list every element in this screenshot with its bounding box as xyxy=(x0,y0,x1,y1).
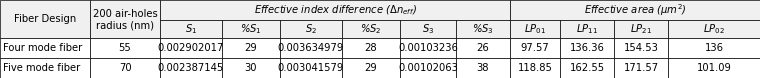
Text: $LP_{01}$: $LP_{01}$ xyxy=(524,22,546,36)
Text: %$S_1$: %$S_1$ xyxy=(240,22,262,36)
Bar xyxy=(400,20,456,38)
Bar xyxy=(614,20,668,38)
Text: 29: 29 xyxy=(365,63,378,73)
Bar xyxy=(280,20,342,38)
Text: $S_3$: $S_3$ xyxy=(422,22,434,36)
Text: 101.09: 101.09 xyxy=(697,63,731,73)
Text: 29: 29 xyxy=(245,43,258,53)
Text: 0.003041579: 0.003041579 xyxy=(278,63,344,73)
Text: 162.55: 162.55 xyxy=(569,63,604,73)
Bar xyxy=(342,38,400,58)
Text: 30: 30 xyxy=(245,63,257,73)
Text: 70: 70 xyxy=(119,63,131,73)
Bar xyxy=(668,38,760,58)
Bar xyxy=(614,58,668,78)
Bar xyxy=(400,58,456,78)
Text: %$S_2$: %$S_2$ xyxy=(360,22,382,36)
Bar xyxy=(222,20,280,38)
Text: 97.57: 97.57 xyxy=(521,43,549,53)
Bar xyxy=(90,38,160,58)
Bar xyxy=(456,58,510,78)
Text: 136: 136 xyxy=(705,43,724,53)
Text: 0.003634979: 0.003634979 xyxy=(278,43,344,53)
Bar xyxy=(222,58,280,78)
Bar xyxy=(160,20,222,38)
Bar xyxy=(510,0,760,20)
Text: %$S_3$: %$S_3$ xyxy=(472,22,494,36)
Text: $S_2$: $S_2$ xyxy=(305,22,317,36)
Bar xyxy=(160,58,222,78)
Text: 0.00103236: 0.00103236 xyxy=(398,43,458,53)
Bar xyxy=(510,58,560,78)
Text: 136.36: 136.36 xyxy=(569,43,604,53)
Text: Fiber Design: Fiber Design xyxy=(14,14,76,24)
Bar xyxy=(400,38,456,58)
Text: Five mode fiber: Five mode fiber xyxy=(3,63,81,73)
Text: 0.002902017: 0.002902017 xyxy=(158,43,224,53)
Bar xyxy=(456,38,510,58)
Bar xyxy=(560,38,614,58)
Bar xyxy=(160,0,510,20)
Text: 55: 55 xyxy=(119,43,131,53)
Text: Four mode fiber: Four mode fiber xyxy=(3,43,82,53)
Text: Effective index difference ($\Delta n_{eff}$): Effective index difference ($\Delta n_{e… xyxy=(254,3,416,17)
Bar xyxy=(614,38,668,58)
Bar xyxy=(222,38,280,58)
Bar xyxy=(668,58,760,78)
Bar xyxy=(160,38,222,58)
Text: 200 air-holes: 200 air-holes xyxy=(93,9,157,19)
Bar xyxy=(456,20,510,38)
Bar xyxy=(668,20,760,38)
Text: 0.00102063: 0.00102063 xyxy=(398,63,458,73)
Text: Effective area ($\mu m^2$): Effective area ($\mu m^2$) xyxy=(584,2,686,18)
Bar xyxy=(90,58,160,78)
Bar xyxy=(0,58,90,78)
Bar xyxy=(0,38,90,58)
Bar xyxy=(90,0,160,38)
Text: 28: 28 xyxy=(365,43,377,53)
Text: 118.85: 118.85 xyxy=(518,63,553,73)
Bar xyxy=(342,20,400,38)
Bar xyxy=(560,58,614,78)
Text: 38: 38 xyxy=(477,63,489,73)
Bar xyxy=(560,20,614,38)
Bar xyxy=(0,0,90,38)
Text: $LP_{02}$: $LP_{02}$ xyxy=(703,22,725,36)
Text: radius (nm): radius (nm) xyxy=(96,20,154,30)
Text: 26: 26 xyxy=(477,43,489,53)
Text: $S_1$: $S_1$ xyxy=(185,22,197,36)
Bar xyxy=(280,58,342,78)
Text: 154.53: 154.53 xyxy=(623,43,658,53)
Text: $LP_{21}$: $LP_{21}$ xyxy=(630,22,652,36)
Text: $LP_{11}$: $LP_{11}$ xyxy=(576,22,598,36)
Bar xyxy=(510,20,560,38)
Bar xyxy=(280,38,342,58)
Text: 171.57: 171.57 xyxy=(623,63,659,73)
Text: 0.002387145: 0.002387145 xyxy=(158,63,224,73)
Bar xyxy=(342,58,400,78)
Bar xyxy=(510,38,560,58)
